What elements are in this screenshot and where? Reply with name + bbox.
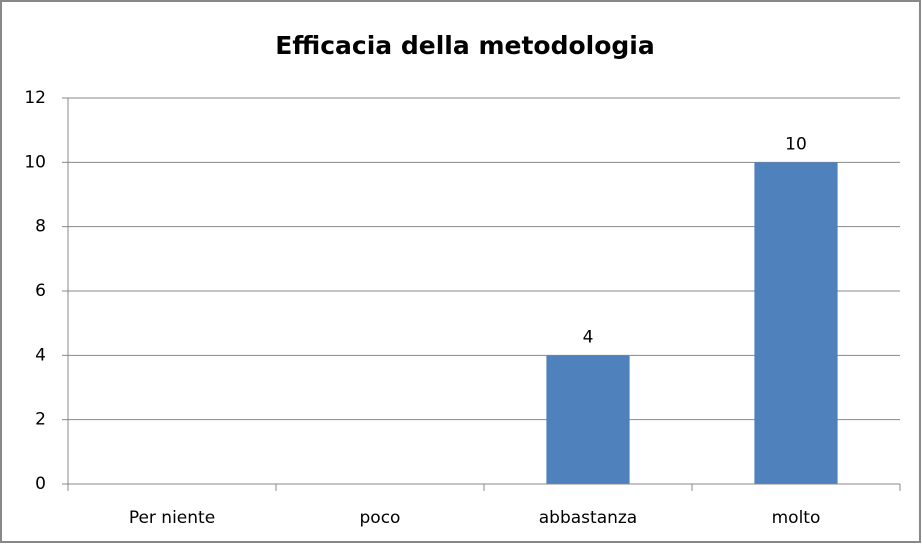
y-tick-label: 4: [35, 345, 46, 365]
x-tick-label: molto: [772, 508, 821, 528]
y-tick-label: 6: [35, 281, 46, 301]
y-tick-label: 0: [35, 474, 46, 494]
y-tick-label: 12: [24, 88, 46, 108]
bar: [754, 162, 838, 485]
data-label: 10: [785, 134, 807, 154]
x-tick-label: Per niente: [129, 508, 215, 528]
x-tick-label: poco: [360, 508, 401, 528]
data-label: 4: [583, 327, 594, 347]
y-tick-label: 2: [35, 410, 46, 430]
chart-title: Efficacia della metodologia: [275, 31, 654, 60]
y-tick-label: 10: [24, 152, 46, 172]
x-tick-label: abbastanza: [539, 508, 637, 528]
y-tick-label: 8: [35, 217, 46, 237]
bar: [546, 355, 630, 484]
